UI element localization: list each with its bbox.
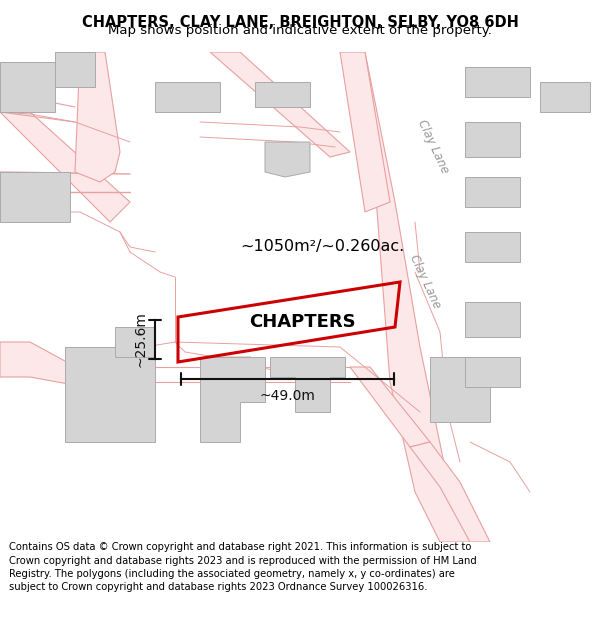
Text: Contains OS data © Crown copyright and database right 2021. This information is : Contains OS data © Crown copyright and d… (9, 542, 477, 592)
Polygon shape (65, 347, 155, 442)
Polygon shape (55, 52, 95, 87)
Polygon shape (465, 302, 520, 337)
Polygon shape (340, 52, 390, 212)
Polygon shape (0, 342, 85, 387)
Text: ~1050m²/~0.260ac.: ~1050m²/~0.260ac. (240, 239, 404, 254)
Text: ~49.0m: ~49.0m (260, 389, 316, 403)
Text: Map shows position and indicative extent of the property.: Map shows position and indicative extent… (108, 24, 492, 38)
Polygon shape (155, 82, 220, 112)
Text: CHAPTERS, CLAY LANE, BREIGHTON, SELBY, YO8 6DH: CHAPTERS, CLAY LANE, BREIGHTON, SELBY, Y… (82, 14, 518, 29)
Polygon shape (465, 122, 520, 157)
Polygon shape (350, 367, 430, 447)
Polygon shape (540, 82, 590, 112)
Polygon shape (0, 112, 130, 222)
Text: Clay Lane: Clay Lane (415, 118, 451, 176)
Polygon shape (265, 142, 310, 177)
Polygon shape (270, 357, 345, 412)
Text: Clay Lane: Clay Lane (407, 253, 443, 311)
Polygon shape (410, 442, 490, 542)
Polygon shape (0, 62, 55, 112)
Text: CHAPTERS: CHAPTERS (250, 313, 356, 331)
Polygon shape (255, 82, 310, 107)
Polygon shape (465, 67, 530, 97)
Polygon shape (430, 357, 490, 422)
Polygon shape (210, 52, 350, 157)
Text: ~25.6m: ~25.6m (133, 311, 147, 368)
Polygon shape (0, 172, 70, 222)
Polygon shape (465, 357, 520, 387)
Polygon shape (465, 232, 520, 262)
Polygon shape (465, 177, 520, 207)
Polygon shape (200, 357, 265, 442)
Polygon shape (365, 52, 470, 542)
Polygon shape (115, 327, 155, 357)
Polygon shape (75, 52, 120, 182)
